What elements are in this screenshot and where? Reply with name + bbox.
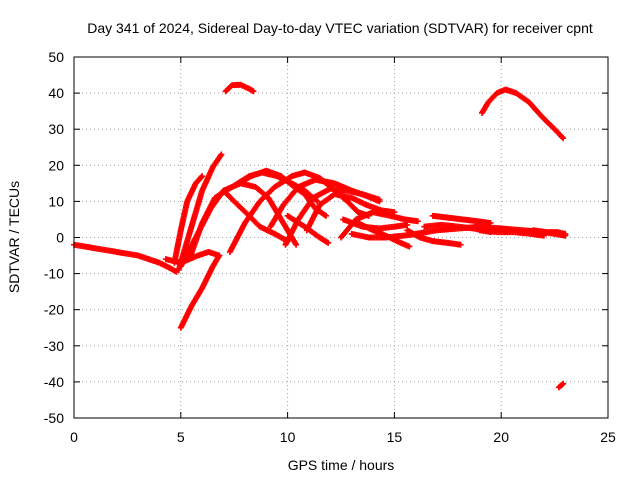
series-spike-c <box>171 173 206 266</box>
series-pass-19 <box>530 227 569 237</box>
data-point <box>198 174 205 181</box>
axis-ticks <box>73 56 609 419</box>
y-tick-label: 20 <box>48 157 64 173</box>
data-point <box>199 173 206 180</box>
series-pass-15 <box>404 227 464 248</box>
y-tick-label: -40 <box>44 374 64 390</box>
data-point <box>560 380 567 387</box>
series-pass-11 <box>338 209 421 241</box>
series-early-baseline <box>71 241 180 275</box>
data-point <box>250 88 257 95</box>
y-tick-label: 40 <box>48 85 64 101</box>
data-point <box>404 221 411 228</box>
x-tick-label: 15 <box>387 429 403 445</box>
data-point <box>376 196 383 203</box>
series-outlier <box>555 380 567 391</box>
data-marks <box>71 81 569 391</box>
data-point <box>457 241 464 248</box>
y-tick-labels: 50 40 30 20 10 0 -10 -20 -30 -40 -50 <box>44 49 64 426</box>
y-tick-label: 50 <box>48 49 64 65</box>
y-tick-label: -50 <box>44 410 64 426</box>
data-point <box>414 218 421 225</box>
y-tick-label: -10 <box>44 266 64 282</box>
y-axis-label: SDTVAR / TECUs <box>6 181 22 293</box>
data-point <box>293 241 300 248</box>
y-tick-label: -20 <box>44 302 64 318</box>
y-tick-label: 10 <box>48 193 64 209</box>
series-arc-20h <box>478 86 567 142</box>
x-tick-label: 5 <box>177 429 185 445</box>
series-pass-16 <box>429 212 494 227</box>
series-pass-5 <box>235 167 330 219</box>
data-point <box>218 151 225 158</box>
x-tick-label: 10 <box>280 429 296 445</box>
chart-title: Day 341 of 2024, Sidereal Day-to-day VTE… <box>87 20 593 36</box>
data-point <box>562 230 569 237</box>
x-tick-label: 25 <box>600 429 616 445</box>
data-point <box>321 212 328 219</box>
data-point <box>487 220 494 227</box>
data-point <box>216 252 223 259</box>
grid <box>74 57 608 418</box>
data-point <box>559 381 566 388</box>
x-tick-labels: 0 5 10 15 20 25 <box>70 429 616 445</box>
data-point <box>325 239 332 246</box>
series-pass-6 <box>226 169 372 255</box>
y-tick-label: 30 <box>48 121 64 137</box>
series-arc-7h <box>222 81 257 95</box>
data-point <box>559 134 566 141</box>
y-tick-label: 0 <box>56 230 64 246</box>
x-tick-label: 0 <box>70 429 78 445</box>
x-axis-label: GPS time / hours <box>288 457 395 473</box>
x-tick-label: 20 <box>493 429 509 445</box>
series-pass-9 <box>282 185 383 248</box>
series-pass-18 <box>476 227 547 239</box>
series-spike-a <box>175 151 225 273</box>
data-point <box>323 212 330 219</box>
y-tick-label: -30 <box>44 338 64 354</box>
series-pass-13 <box>340 216 411 232</box>
series-spike-b <box>177 252 223 331</box>
series-pass-8 <box>284 212 332 246</box>
data-point <box>314 198 321 205</box>
data-point <box>406 243 413 250</box>
data-point <box>560 135 567 142</box>
